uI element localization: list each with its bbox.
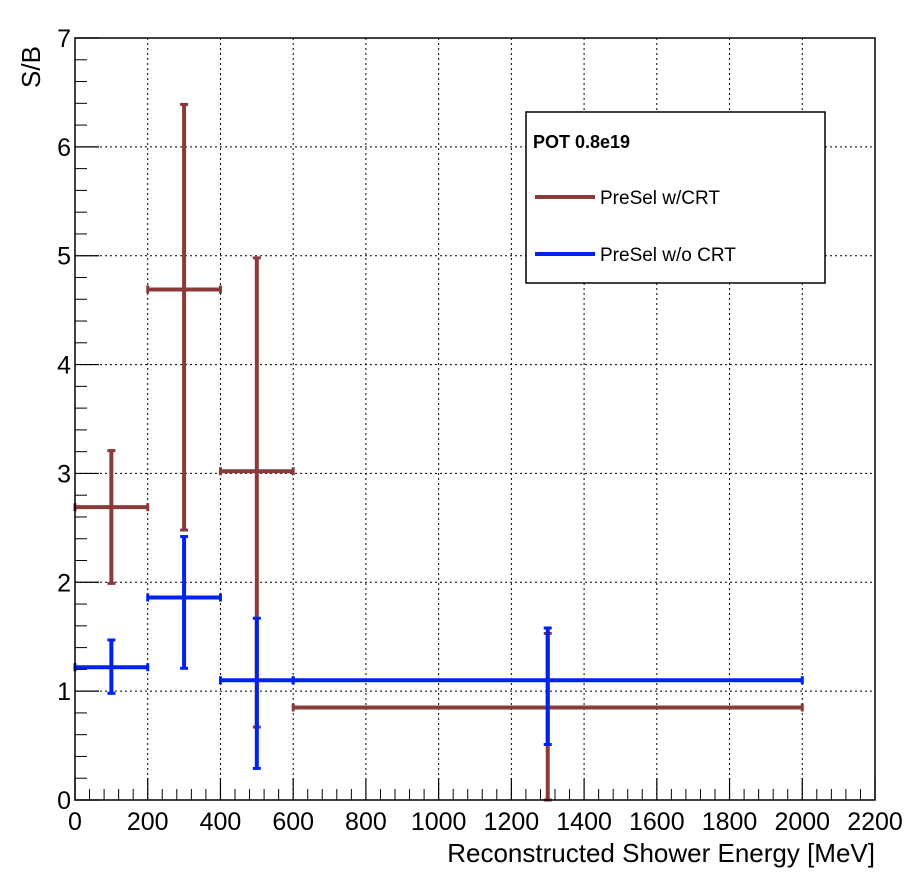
series-layer bbox=[73, 102, 804, 802]
y-axis-title: S/B bbox=[16, 46, 46, 88]
x-tick-label: 1600 bbox=[629, 808, 685, 836]
x-tick-label: 1200 bbox=[484, 808, 540, 836]
legend: POT 0.8e19 PreSel w/CRT PreSel w/o CRT bbox=[525, 111, 826, 284]
legend-entry-crt: PreSel w/CRT bbox=[600, 188, 720, 209]
y-tick-label: 3 bbox=[57, 460, 71, 488]
y-tick-label: 6 bbox=[57, 134, 71, 162]
y-tick-label: 7 bbox=[57, 25, 71, 53]
x-tick-label: 600 bbox=[272, 808, 314, 836]
y-tick-label: 1 bbox=[57, 678, 71, 706]
y-tick-label: 4 bbox=[57, 352, 71, 380]
data-point bbox=[218, 616, 295, 770]
data-point bbox=[146, 102, 222, 532]
x-tick-label: 1800 bbox=[702, 808, 758, 836]
x-tick-label: 800 bbox=[345, 808, 387, 836]
data-point bbox=[73, 449, 150, 585]
series-without-crt bbox=[73, 535, 804, 770]
y-tick-label: 0 bbox=[57, 787, 71, 815]
x-tick-label: 200 bbox=[127, 808, 169, 836]
x-tick-label: 0 bbox=[68, 808, 82, 836]
plot-frame bbox=[74, 37, 876, 801]
x-axis-title: Reconstructed Shower Energy [MeV] bbox=[447, 838, 875, 868]
x-tick-label: 400 bbox=[200, 808, 242, 836]
y-tick-label: 2 bbox=[57, 569, 71, 597]
data-point bbox=[291, 626, 804, 746]
x-tick-label: 2000 bbox=[774, 808, 830, 836]
data-point bbox=[146, 535, 222, 670]
tick-labels: 0 200 400 600 800 1000 1200 1400 1600 1800 2000 220… bbox=[57, 25, 903, 836]
axis-ticks bbox=[74, 37, 876, 801]
legend-title: POT 0.8e19 bbox=[533, 132, 630, 152]
x-tick-label: 2200 bbox=[847, 808, 903, 836]
y-tick-label: 5 bbox=[57, 243, 71, 271]
x-tick-label: 1000 bbox=[411, 808, 467, 836]
x-tick-label: 1400 bbox=[556, 808, 612, 836]
legend-entry-nocrt: PreSel w/o CRT bbox=[600, 245, 736, 266]
